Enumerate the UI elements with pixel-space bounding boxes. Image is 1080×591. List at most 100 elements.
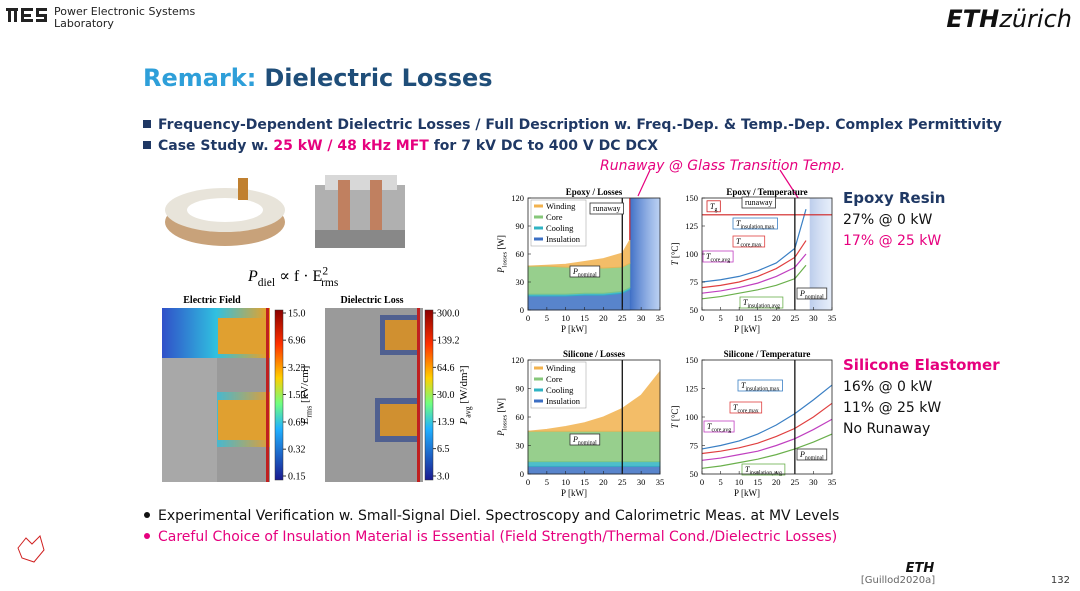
y-axis-label-part: [W]: [496, 398, 506, 415]
result-title: Silicone Elastomer: [843, 356, 1000, 374]
plot-annotation-box: [741, 196, 776, 209]
series-label-box: [702, 250, 734, 263]
area: [527, 465, 661, 475]
series-label: Tinsulation,avg: [745, 465, 782, 476]
series-label-part: insulation,avg: [747, 303, 780, 309]
chart-title: Silicone / Losses: [563, 349, 626, 359]
bullet-part: 25 kW / 48 kHz MFT: [273, 138, 429, 154]
colorbar: [274, 309, 284, 481]
x-tick-label: 20: [772, 477, 781, 487]
bullet: Frequency-Dependent Dielectric Losses / …: [158, 117, 1002, 133]
bullet-part: Case Study w.: [158, 138, 273, 154]
series-label-part: T: [745, 465, 750, 474]
x-tick-label: 5: [718, 313, 722, 323]
y-tick-label: 50: [690, 469, 699, 479]
series-label-part: core,max: [740, 242, 761, 248]
formula: Pdiel ∝ f · E2 rms: [247, 266, 339, 289]
x-tick-label: 5: [718, 477, 722, 487]
colorbar-label: 6.96: [288, 336, 306, 347]
plot-annotation-box: [569, 265, 601, 278]
y-tick-label: 120: [511, 193, 524, 203]
plot-annotation-box: [796, 448, 828, 461]
y-tick-label: 75: [690, 441, 699, 451]
result-line: No Runaway: [843, 421, 930, 437]
formula-part: ∝ f · E: [275, 268, 322, 285]
colorbar-label: 64.6: [437, 363, 455, 374]
plot-annotation: runaway: [593, 204, 621, 213]
y-axis-label: Plosses [W]: [496, 398, 509, 437]
colorbar-label: 0.15: [288, 472, 306, 483]
y-axis-label: T [°C]: [670, 243, 680, 266]
field-map-title: Electric Field: [183, 295, 241, 306]
footer-eth: ETH: [906, 561, 935, 576]
note-marker: [144, 533, 150, 539]
y-tick-label: 75: [690, 277, 699, 287]
y-axis-label: Plosses [W]: [496, 235, 509, 274]
x-tick-label: 10: [561, 313, 570, 323]
tg-label-box: [706, 200, 721, 213]
eth-logo: ETHzürich: [946, 5, 1072, 33]
note: Careful Choice of Insulation Material is…: [158, 529, 837, 545]
result-line: 27% @ 0 kW: [843, 212, 932, 228]
series-label-box: [739, 296, 784, 309]
colorbar: [424, 309, 434, 481]
y-tick-label: 30: [516, 277, 525, 287]
series-label-box: [732, 235, 766, 248]
legend-label: Cooling: [546, 385, 574, 395]
x-tick-label: 0: [526, 313, 530, 323]
formula-part: P: [247, 268, 258, 285]
y-axis-label-part: [°C]: [670, 243, 680, 261]
x-tick-label: 15: [753, 313, 762, 323]
plot-annotation: Pnominal: [799, 450, 824, 461]
y-axis-label-part: [W]: [496, 235, 506, 252]
slide-title: Remark: Dielectric Losses: [143, 64, 493, 92]
x-axis-label: P [kW]: [561, 324, 587, 334]
org-name: Power Electronic Systems: [54, 5, 195, 18]
y-axis-label-part: T: [670, 259, 680, 265]
series-label-part: core,avg: [711, 427, 731, 433]
plot-annotation: Pnominal: [799, 289, 824, 300]
x-tick-label: 20: [772, 313, 781, 323]
series-label-box: [741, 463, 786, 476]
x-tick-label: 30: [809, 477, 818, 487]
chart-title: Epoxy / Losses: [566, 187, 623, 197]
title-main: Dielectric Losses: [264, 64, 492, 92]
colorbar-unit-part: E: [299, 417, 311, 425]
plot-annotation-box: [589, 202, 624, 215]
y-axis-label-part: losses: [502, 251, 509, 267]
note: Experimental Verification w. Small-Signa…: [158, 508, 839, 524]
x-axis-label: P [kW]: [561, 488, 587, 498]
chart-title: Epoxy / Temperature: [726, 187, 807, 197]
x-tick-label: 25: [791, 477, 800, 487]
series-label-part: T: [736, 219, 741, 228]
y-axis-label-part: [°C]: [670, 406, 680, 424]
runaway-region: [629, 198, 660, 310]
series-label-part: core,avg: [710, 257, 730, 263]
field-map: [162, 308, 270, 482]
tg-label-part: g: [714, 207, 717, 213]
plot-annotation-box: [796, 287, 828, 300]
bullet-marker: [143, 141, 151, 149]
y-axis-label-part: T: [670, 422, 680, 428]
plot-annotation-part: P: [799, 289, 805, 298]
y-tick-label: 50: [690, 305, 699, 315]
legend-label: Insulation: [546, 396, 581, 406]
y-tick-label: 125: [685, 221, 698, 231]
field-map-title: Dielectric Loss: [340, 295, 403, 306]
org-name: Laboratory: [54, 17, 114, 30]
bullet: Case Study w. 25 kW / 48 kHz MFT for 7 k…: [158, 138, 658, 154]
series-label: Tcore,avg: [707, 422, 731, 433]
plot-annotation-part: P: [799, 450, 805, 459]
plot-annotation-part: nominal: [805, 455, 824, 461]
plot-annotation: runaway: [745, 198, 773, 207]
y-tick-label: 30: [516, 441, 525, 451]
y-tick-label: 90: [516, 221, 525, 231]
colorbar-unit-part: avg: [463, 406, 472, 417]
colorbar-label: 30.0: [437, 390, 455, 401]
x-tick-label: 15: [580, 477, 589, 487]
x-axis-label: P [kW]: [734, 324, 760, 334]
y-tick-label: 100: [685, 249, 698, 259]
title-prefix: Remark:: [143, 64, 256, 92]
transformer-photo: [165, 178, 285, 246]
